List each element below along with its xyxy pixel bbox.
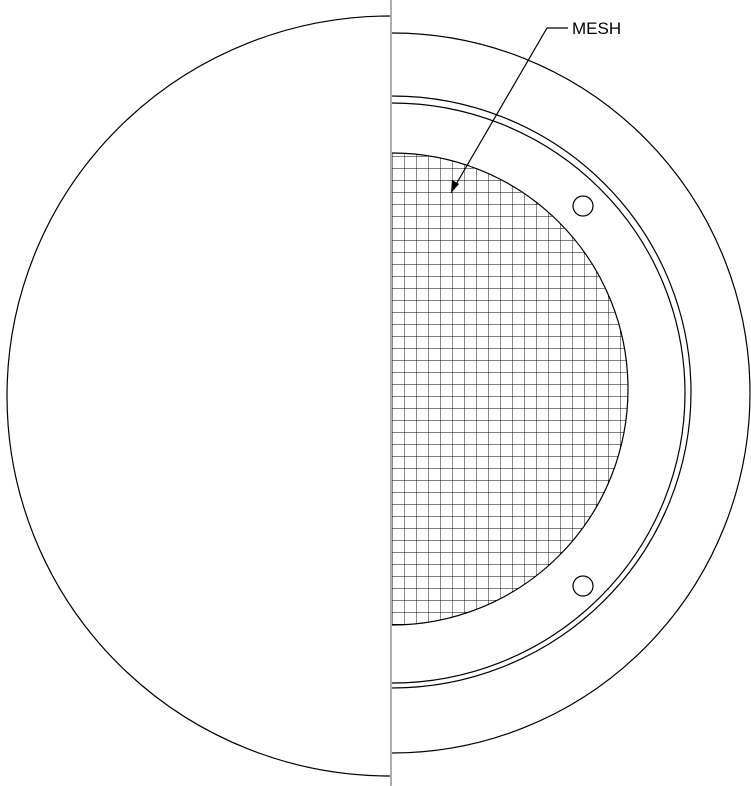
flange-inner-arc bbox=[391, 102, 686, 684]
mounting-hole-bottom bbox=[572, 575, 594, 597]
right-outer-rim bbox=[391, 32, 751, 754]
mesh-boundary bbox=[391, 152, 629, 626]
left-outer-shell bbox=[6, 15, 391, 777]
flange-outer-arc bbox=[391, 95, 692, 689]
mesh-leader-line bbox=[450, 27, 568, 194]
mounting-hole-top bbox=[572, 195, 594, 217]
mesh-leader-arrowhead bbox=[451, 180, 459, 193]
mesh-grid bbox=[392, 153, 628, 625]
mesh-callout-label: MESH bbox=[572, 19, 621, 38]
